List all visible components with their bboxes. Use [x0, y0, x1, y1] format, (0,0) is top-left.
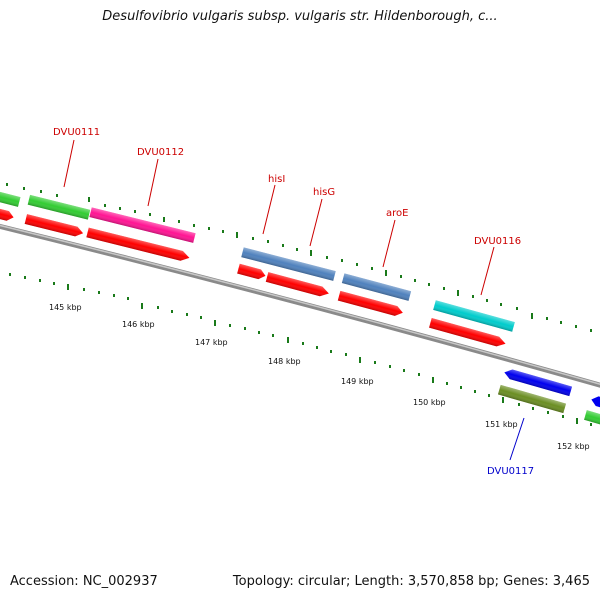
gene-label-dvu0117[interactable]: DVU0117 — [487, 466, 534, 477]
gene-feature[interactable] — [503, 368, 573, 397]
accession-text: Accession: NC_002937 — [10, 574, 158, 589]
gene-feature[interactable] — [241, 247, 336, 281]
gene-feature[interactable] — [584, 410, 600, 429]
gene-feature[interactable] — [86, 227, 190, 263]
gene-label-leaders — [63, 139, 525, 461]
gene-label-hisg[interactable]: hisG — [313, 187, 335, 198]
tick-label: 148 kbp — [268, 357, 301, 366]
gene-label-dvu0112[interactable]: DVU0112 — [137, 147, 184, 158]
tick-label: 149 kbp — [341, 377, 374, 386]
ruler-tick-labels: 145 kbp 146 kbp 147 kbp 148 kbp 149 kbp … — [49, 303, 590, 451]
lower-features — [497, 368, 600, 429]
gene-feature[interactable] — [237, 263, 267, 281]
gene-feature[interactable] — [341, 273, 412, 301]
topology-text: Topology: circular; Length: 3,570,858 bp… — [232, 574, 590, 589]
gc-track-lower — [9, 273, 592, 426]
gene-label-dvu0116[interactable]: DVU0116 — [474, 236, 521, 247]
gene-feature[interactable] — [89, 207, 196, 243]
map-title: Desulfovibrio vulgaris subsp. vulgaris s… — [102, 9, 498, 24]
gene-label-aroe[interactable]: aroE — [386, 208, 408, 219]
tick-label: 152 kbp — [557, 442, 590, 451]
tick-label: 147 kbp — [195, 338, 228, 347]
gene-feature[interactable] — [24, 214, 85, 238]
gene-feature[interactable] — [27, 194, 91, 220]
tick-label: 151 kbp — [485, 420, 518, 429]
tick-label: 146 kbp — [122, 320, 155, 329]
gene-feature[interactable] — [433, 300, 515, 332]
cds-arrows — [0, 204, 507, 348]
forward-features — [0, 184, 515, 332]
gc-track-upper — [6, 183, 592, 332]
gene-feature[interactable] — [497, 384, 567, 414]
tick-label: 150 kbp — [413, 398, 446, 407]
genome-backbone — [0, 223, 600, 388]
gene-label-hisi[interactable]: hisI — [268, 174, 285, 185]
gene-labels: DVU0111 DVU0112 hisI hisG aroE DVU0116 D… — [53, 127, 534, 477]
gene-feature[interactable] — [0, 184, 21, 207]
gene-feature[interactable] — [265, 272, 330, 298]
tick-label: 145 kbp — [49, 303, 82, 312]
gene-feature[interactable] — [337, 290, 404, 318]
gene-feature[interactable] — [590, 395, 600, 411]
gene-feature[interactable] — [429, 318, 507, 348]
gene-feature[interactable] — [0, 204, 15, 222]
gene-label-dvu0111[interactable]: DVU0111 — [53, 127, 100, 138]
